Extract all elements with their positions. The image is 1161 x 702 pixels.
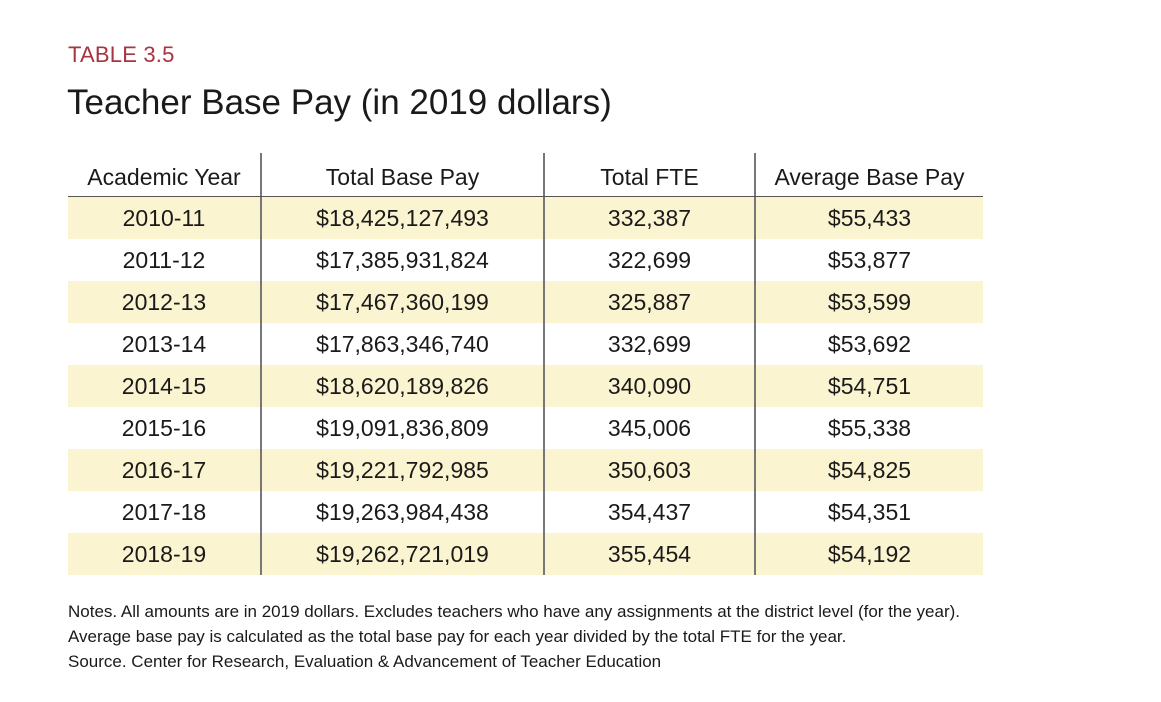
cell-total-fte: 332,387 (543, 197, 754, 239)
table-row: 2017-18 $19,263,984,438 354,437 $54,351 (68, 491, 983, 533)
table-row: 2010-11 $18,425,127,493 332,387 $55,433 (68, 197, 983, 239)
cell-average-base-pay: $54,351 (754, 491, 983, 533)
cell-average-base-pay: $55,338 (754, 407, 983, 449)
cell-average-base-pay: $54,751 (754, 365, 983, 407)
table-row: 2013-14 $17,863,346,740 332,699 $53,692 (68, 323, 983, 365)
cell-total-base-pay: $18,620,189,826 (260, 365, 543, 407)
table-row: 2015-16 $19,091,836,809 345,006 $55,338 (68, 407, 983, 449)
cell-total-base-pay: $19,221,792,985 (260, 449, 543, 491)
cell-academic-year: 2017-18 (121, 498, 207, 525)
cell-total-base-pay: $19,263,984,438 (260, 491, 543, 533)
cell-total-fte: 325,887 (543, 281, 754, 323)
table-number-label: TABLE 3.5 (68, 42, 175, 67)
cell-total-fte: 332,699 (543, 323, 754, 365)
cell-total-base-pay: $17,863,346,740 (260, 323, 543, 365)
cell-academic-year: 2012-13 (121, 288, 207, 315)
cell-average-base-pay: $53,692 (754, 323, 983, 365)
notes-line-source: Source. Center for Research, Evaluation … (68, 652, 662, 671)
table-notes: Notes. All amounts are in 2019 dollars. … (68, 599, 960, 674)
cell-academic-year: 2011-12 (122, 246, 206, 273)
header-total-fte: Total FTE (543, 153, 754, 196)
table-header-row: Academic Year Total Base Pay Total FTE A… (68, 153, 983, 197)
cell-academic-year: 2010-11 (122, 204, 206, 231)
cell-total-fte: 350,603 (543, 449, 754, 491)
table-title: Teacher Base Pay (in 2019 dollars) (67, 83, 612, 122)
teacher-base-pay-table: Academic Year Total Base Pay Total FTE A… (68, 153, 983, 575)
cell-total-base-pay: $19,262,721,019 (260, 533, 543, 575)
cell-total-fte: 340,090 (543, 365, 754, 407)
table-row: 2011-12 $17,385,931,824 322,699 $53,877 (68, 239, 983, 281)
cell-average-base-pay: $54,192 (754, 533, 983, 575)
cell-academic-year: 2015-16 (121, 414, 207, 441)
header-average-base-pay: Average Base Pay (754, 153, 983, 196)
cell-total-base-pay: $18,425,127,493 (260, 197, 543, 239)
notes-line-amounts: Notes. All amounts are in 2019 dollars. … (68, 602, 961, 621)
header-academic-year: Academic Year (87, 164, 241, 190)
cell-academic-year: 2013-14 (121, 330, 207, 357)
cell-total-fte: 355,454 (543, 533, 754, 575)
table-row: 2014-15 $18,620,189,826 340,090 $54,751 (68, 365, 983, 407)
cell-total-fte: 354,437 (543, 491, 754, 533)
cell-total-fte: 322,699 (543, 239, 754, 281)
cell-average-base-pay: $54,825 (754, 449, 983, 491)
cell-academic-year: 2014-15 (121, 372, 207, 399)
table-row: 2016-17 $19,221,792,985 350,603 $54,825 (68, 449, 983, 491)
cell-academic-year: 2018-19 (121, 540, 207, 567)
header-total-base-pay: Total Base Pay (260, 153, 543, 196)
table-row: 2012-13 $17,467,360,199 325,887 $53,599 (68, 281, 983, 323)
cell-total-base-pay: $19,091,836,809 (260, 407, 543, 449)
cell-average-base-pay: $53,877 (754, 239, 983, 281)
notes-line-method: Average base pay is calculated as the to… (68, 627, 847, 646)
cell-average-base-pay: $53,599 (754, 281, 983, 323)
cell-total-base-pay: $17,385,931,824 (260, 239, 543, 281)
cell-academic-year: 2016-17 (121, 456, 207, 483)
cell-average-base-pay: $55,433 (754, 197, 983, 239)
cell-total-fte: 345,006 (543, 407, 754, 449)
cell-total-base-pay: $17,467,360,199 (260, 281, 543, 323)
table-row: 2018-19 $19,262,721,019 355,454 $54,192 (68, 533, 983, 575)
